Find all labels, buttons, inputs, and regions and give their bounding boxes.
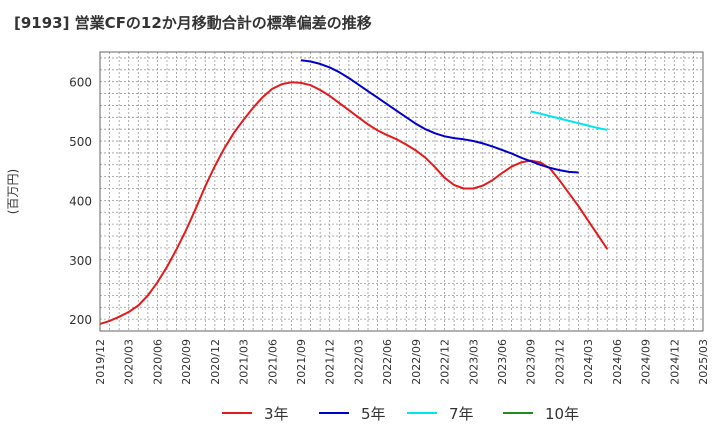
x-tick-label: 2020/12 (209, 339, 222, 385)
x-tick-label: 2023/06 (496, 339, 509, 385)
plot-frame (99, 51, 704, 332)
y-tick-label: 600 (69, 76, 92, 90)
x-tick-label: 2023/03 (467, 339, 480, 385)
y-tick-label: 400 (69, 194, 92, 208)
series-line-2 (300, 59, 579, 174)
x-tick-label: 2023/09 (525, 339, 538, 385)
x-tick-label: 2019/12 (94, 339, 107, 385)
plot-area (100, 52, 703, 331)
x-tick-label: 2025/03 (697, 339, 710, 385)
x-tick-label: 2020/03 (123, 339, 136, 385)
legend-label: 10年 (545, 405, 579, 423)
legend-label: 5年 (361, 405, 386, 423)
x-tick-label: 2024/03 (582, 339, 595, 385)
x-tick-label: 2020/09 (180, 339, 193, 385)
y-tick-label: 300 (69, 254, 92, 268)
x-tick-label: 2024/06 (611, 339, 624, 385)
x-tick-label: 2021/12 (324, 339, 337, 385)
x-tick-label: 2024/12 (668, 339, 681, 385)
series-line-1 (99, 81, 609, 325)
x-tick-label: 2022/09 (410, 339, 423, 385)
series-line-3 (530, 110, 608, 131)
y-tick-label: 200 (69, 313, 92, 327)
x-tick-label: 2021/06 (266, 339, 279, 385)
x-tick-label: 2022/06 (381, 339, 394, 385)
x-tick-label: 2021/09 (295, 339, 308, 385)
x-tick-label: 2021/03 (238, 339, 251, 385)
y-axis-label: (百万円) (6, 169, 20, 214)
chart-title: [9193] 営業CFの12か月移動合計の標準偏差の推移 (14, 14, 372, 32)
x-tick-label: 2023/12 (553, 339, 566, 385)
x-tick-label: 2022/12 (439, 339, 452, 385)
x-tick-label: 2024/09 (640, 339, 653, 385)
x-tick-label: 2022/03 (352, 339, 365, 385)
y-tick-label: 500 (69, 135, 92, 149)
x-tick-label: 2020/06 (151, 339, 164, 385)
legend-label: 7年 (449, 405, 474, 423)
legend-label: 3年 (264, 405, 289, 423)
